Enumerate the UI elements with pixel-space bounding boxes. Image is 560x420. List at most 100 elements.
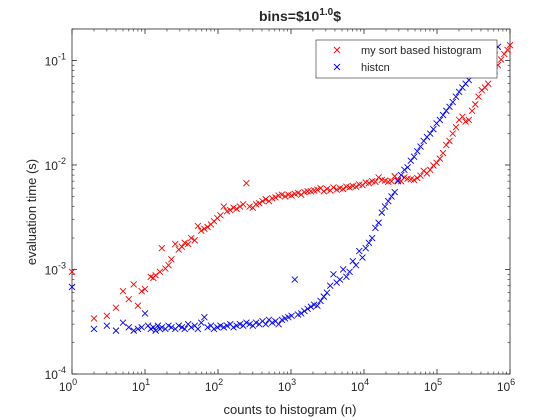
y-tick-label: 10-4: [45, 365, 66, 382]
data-point: [339, 185, 347, 193]
data-point: [184, 240, 192, 248]
data-point: [259, 197, 266, 205]
data-point: [355, 247, 363, 255]
data-point: [362, 244, 370, 252]
data-point: [68, 268, 76, 276]
data-point: [165, 261, 172, 269]
data-point: [468, 107, 476, 115]
data-point: [268, 319, 276, 326]
data-point: [442, 141, 450, 149]
data-point: [168, 256, 175, 263]
data-point: [217, 322, 224, 329]
data-point: [381, 203, 389, 210]
data-point: [223, 322, 231, 329]
data-point: [175, 322, 183, 329]
data-point: [320, 187, 328, 195]
data-point: [154, 322, 162, 329]
data-point: [210, 325, 218, 333]
data-point: [478, 86, 486, 94]
series-sort-histogram: [68, 41, 514, 322]
data-point: [365, 239, 373, 247]
data-point: [197, 227, 205, 235]
data-point: [119, 287, 127, 295]
y-axis-label: evaluation time (s): [24, 159, 39, 265]
data-point: [239, 201, 247, 208]
data-point: [365, 179, 373, 187]
y-tick-label: 10-2: [45, 156, 66, 173]
data-point: [125, 295, 133, 303]
x-tick-label: 106: [497, 377, 515, 394]
data-point: [141, 285, 149, 293]
data-point: [436, 116, 444, 124]
data-point: [68, 283, 76, 291]
data-point: [194, 325, 202, 333]
data-point: [314, 186, 321, 194]
data-point: [103, 312, 111, 320]
data-point: [125, 323, 133, 331]
data-point: [410, 176, 418, 184]
data-point: [149, 323, 157, 331]
y-tick-label: 10-3: [45, 260, 66, 277]
y-tick-label: 10-1: [45, 51, 66, 68]
data-point: [90, 325, 98, 333]
data-point: [497, 56, 505, 63]
data-point: [436, 155, 444, 162]
data-point: [262, 320, 270, 328]
data-point: [372, 178, 379, 186]
data-series: [68, 41, 514, 334]
data-point: [307, 303, 315, 311]
data-point: [138, 287, 145, 295]
data-point: [433, 159, 440, 167]
data-point: [359, 254, 366, 261]
data-point: [484, 80, 492, 87]
legend-box: [315, 39, 498, 79]
data-point: [459, 84, 466, 91]
data-point: [413, 174, 421, 182]
legend-label: my sort based histogram: [361, 45, 481, 57]
data-point: [333, 186, 341, 194]
data-point: [314, 302, 321, 310]
data-point: [413, 148, 421, 155]
data-point: [326, 282, 334, 289]
data-point: [297, 310, 305, 317]
data-point: [401, 166, 408, 174]
data-point: [243, 319, 250, 326]
data-point: [156, 268, 164, 276]
data-point: [439, 111, 447, 119]
x-tick-label: 104: [351, 377, 369, 394]
data-point: [236, 320, 244, 328]
plot-box: [71, 28, 511, 375]
data-point: [506, 41, 514, 49]
data-point: [439, 149, 447, 157]
x-tick-label: 103: [278, 377, 296, 394]
data-point: [294, 189, 302, 197]
x-tick-label: 105: [424, 377, 442, 394]
legend: my sort based histogram histcn: [315, 39, 498, 79]
data-point: [449, 130, 457, 137]
data-point: [352, 261, 360, 269]
data-point: [304, 187, 311, 195]
data-point: [226, 206, 234, 214]
data-point: [130, 281, 138, 288]
data-point: [171, 240, 179, 248]
data-point: [442, 107, 450, 115]
data-point: [217, 211, 224, 219]
data-point: [394, 177, 402, 185]
data-point: [297, 191, 305, 198]
data-point: [194, 222, 202, 230]
data-point: [372, 224, 379, 232]
data-point: [130, 327, 138, 334]
data-point: [475, 93, 482, 101]
data-point: [346, 184, 353, 191]
data-point: [281, 193, 289, 200]
data-point: [220, 203, 228, 210]
data-point: [201, 225, 208, 233]
data-point: [201, 313, 208, 321]
data-point: [346, 268, 353, 276]
x-axis-label: counts to histogram (n): [224, 402, 357, 417]
data-point: [262, 195, 270, 203]
data-point: [430, 125, 437, 133]
data-point: [391, 188, 399, 196]
chart-title: bins=$101.0$: [259, 7, 341, 24]
